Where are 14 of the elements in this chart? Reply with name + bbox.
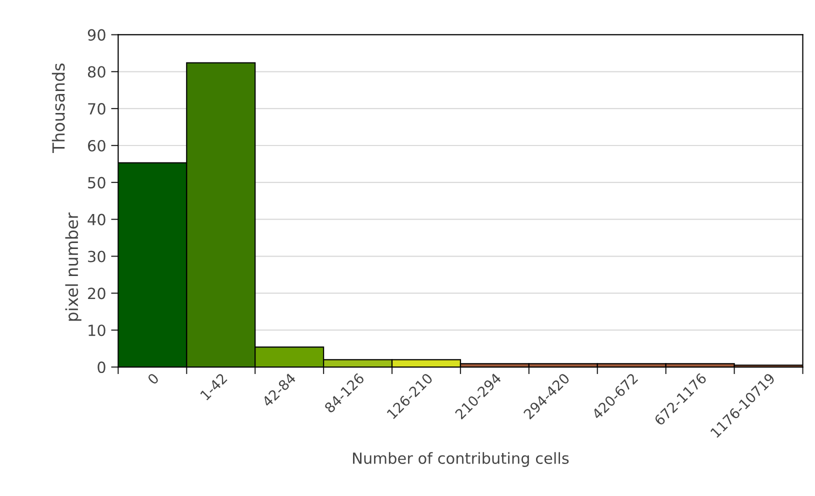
y-tick-label: 70 [88, 103, 106, 115]
y-tick-label: 20 [88, 288, 106, 300]
y-tick-label: 0 [98, 362, 106, 374]
y-tick-label: 30 [88, 250, 106, 262]
text: Thousands [52, 64, 65, 153]
x-axis-title: Number of contributing cells [353, 452, 569, 467]
y-axis-title: pixel number [65, 212, 82, 321]
y-tick-label: 40 [88, 214, 106, 226]
y-tick-label: 60 [88, 140, 106, 152]
y-tick-label: 80 [88, 66, 106, 78]
x-tick-label: 0 [146, 372, 160, 385]
y-tick-label: 50 [88, 176, 106, 188]
y-tick-label: 10 [88, 324, 106, 336]
y-tick-label: 90 [88, 29, 106, 41]
